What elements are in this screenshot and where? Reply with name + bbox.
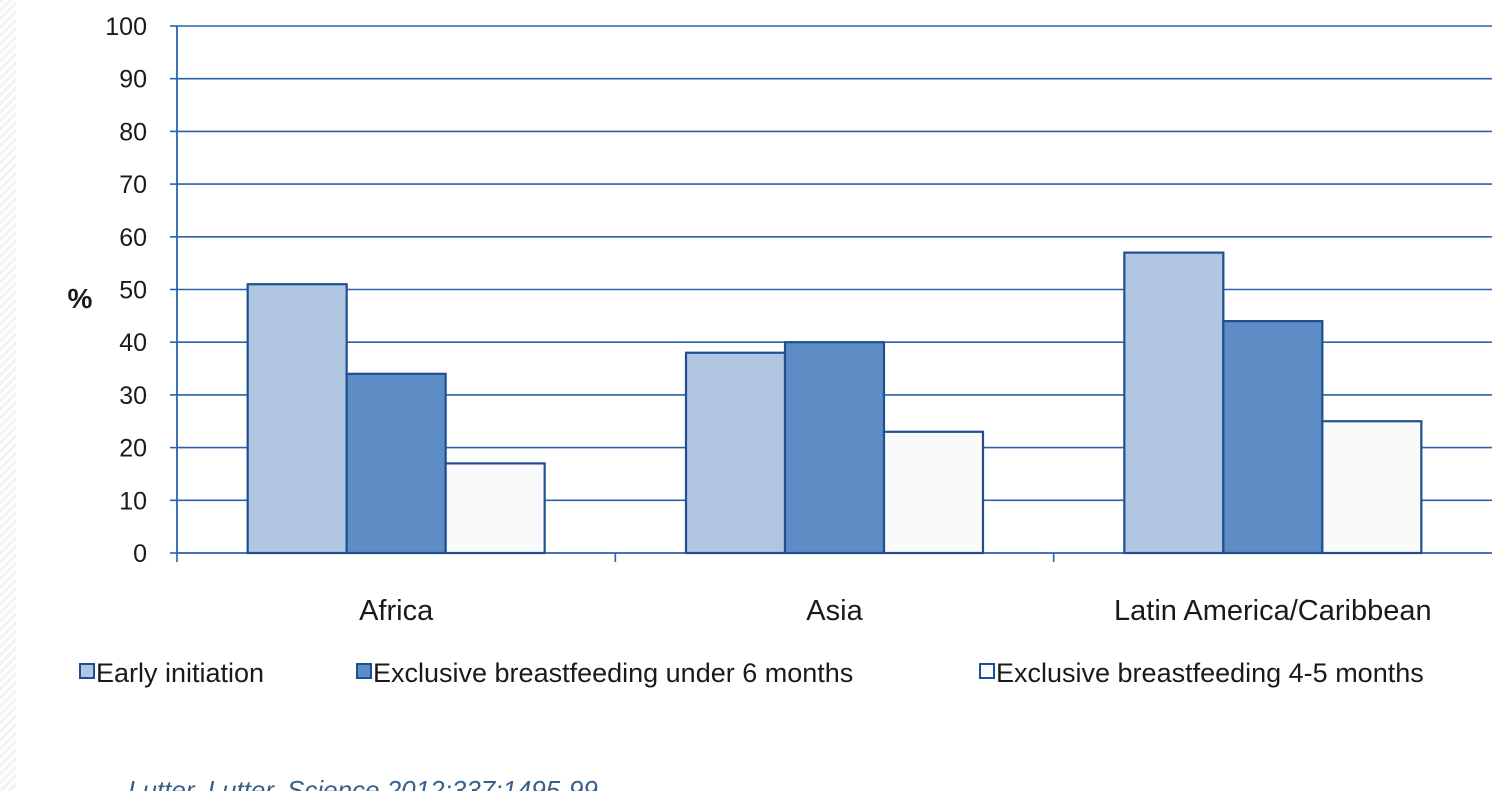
x-category-label: Latin America/Caribbean (1114, 595, 1432, 627)
bar-africa-series-1 (246, 283, 348, 555)
y-tick-label: 70 (119, 171, 147, 199)
legend-label: Exclusive breastfeeding under 6 months (373, 658, 853, 688)
y-tick-label: 50 (119, 277, 147, 305)
y-axis-label: % (68, 283, 93, 314)
y-tick-label: 60 (119, 224, 147, 252)
y-tick-label: 20 (119, 435, 147, 463)
bar-latin-america-caribbean-series-3 (1321, 420, 1423, 555)
x-category-label: Africa (359, 595, 434, 627)
legend-label: Exclusive breastfeeding 4-5 months (996, 658, 1424, 688)
bar-asia-series-2 (783, 341, 886, 555)
legend-label: Early initiation (96, 658, 264, 688)
citation-text: Lutter, Lutter, Science 2012;337:1495-99 (128, 775, 598, 791)
bar-africa-series-2 (345, 372, 447, 555)
legend-swatch (356, 663, 372, 679)
y-tick-label: 100 (105, 13, 147, 41)
y-tick-label: 30 (119, 382, 147, 410)
x-category-label: Asia (806, 595, 863, 627)
bar-latin-america-caribbean-series-1 (1123, 251, 1225, 555)
legend-swatch (979, 663, 995, 679)
bar-asia-series-3 (882, 430, 985, 555)
left-edge-pattern (0, 0, 16, 791)
y-tick-label: 0 (133, 540, 147, 568)
legend-swatch (79, 663, 95, 679)
y-tick-label: 10 (119, 487, 147, 515)
bar-asia-series-1 (684, 351, 787, 555)
y-tick-label: 80 (119, 118, 147, 146)
y-tick-label: 40 (119, 329, 147, 357)
bar-latin-america-caribbean-series-2 (1222, 320, 1324, 555)
bar-africa-series-3 (444, 462, 546, 555)
y-tick-label: 90 (119, 66, 147, 94)
